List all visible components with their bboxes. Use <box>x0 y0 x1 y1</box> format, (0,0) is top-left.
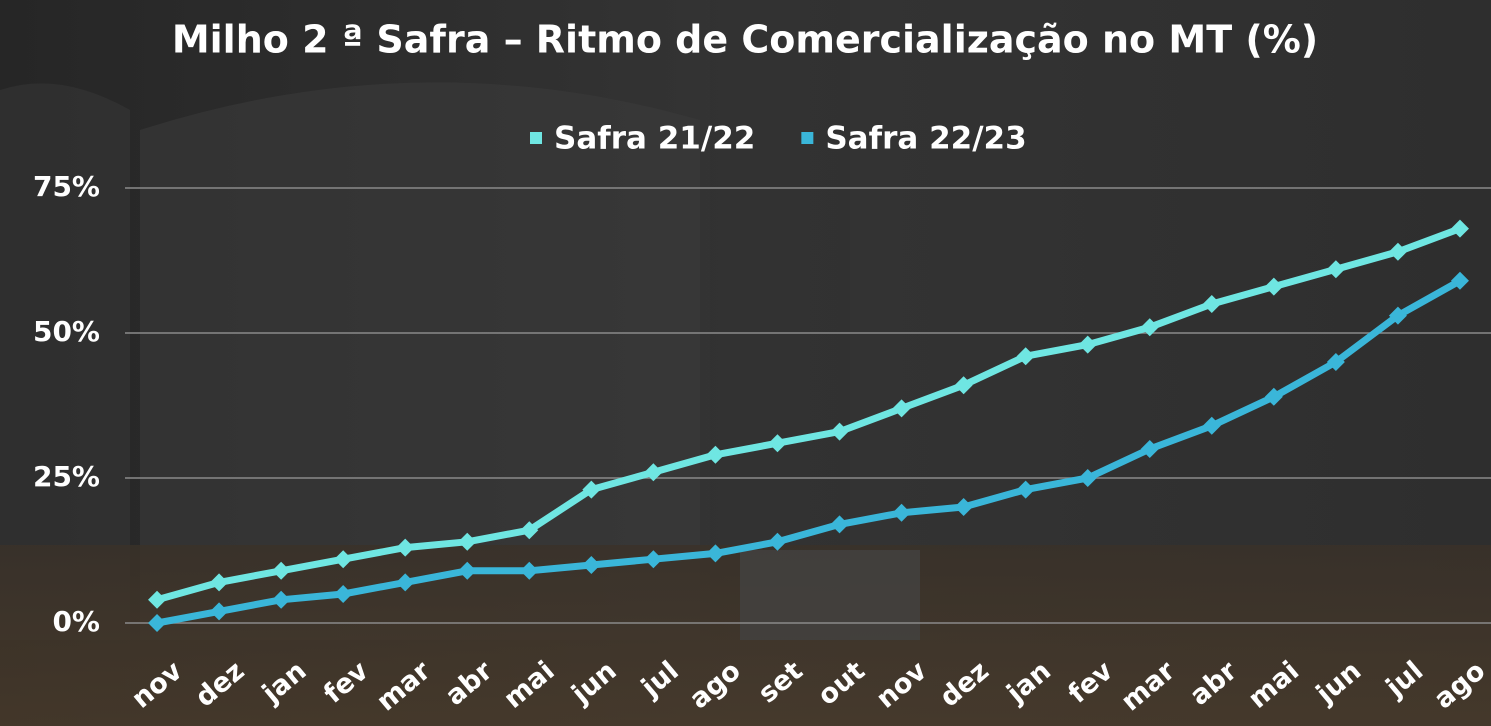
legend-swatch <box>801 132 814 144</box>
chart-title: Milho 2 ª Safra – Ritmo de Comercializaç… <box>172 18 1318 62</box>
point-marker <box>1016 480 1035 499</box>
point-marker <box>148 614 167 632</box>
point-marker <box>334 550 353 569</box>
point-marker <box>768 434 787 453</box>
point-marker <box>1388 306 1407 325</box>
point-marker <box>706 445 725 464</box>
point-marker <box>1078 335 1097 354</box>
point-marker <box>148 590 167 609</box>
point-marker <box>1326 353 1345 371</box>
point-marker <box>1140 440 1159 458</box>
point-marker <box>644 463 663 482</box>
point-marker <box>210 602 229 621</box>
point-marker <box>582 556 601 574</box>
point-marker <box>210 573 229 592</box>
point-marker <box>396 573 415 592</box>
point-marker <box>830 515 849 534</box>
y-tick-label: 75% <box>33 170 100 203</box>
point-marker <box>582 480 601 499</box>
point-marker <box>892 503 911 522</box>
point-marker <box>520 521 539 540</box>
y-tick-label: 0% <box>52 605 100 638</box>
point-marker <box>272 561 291 580</box>
series-line <box>156 277 1462 627</box>
point-marker <box>768 532 787 551</box>
point-marker <box>396 538 415 557</box>
legend: Safra 21/22 Safra 22/23 <box>530 121 1027 157</box>
point-marker <box>1202 295 1221 313</box>
point-marker <box>1264 387 1283 406</box>
y-tick-label: 25% <box>33 460 100 493</box>
point-marker <box>334 585 353 603</box>
point-marker <box>1202 416 1221 435</box>
point-marker <box>272 590 291 609</box>
point-marker <box>1078 469 1097 487</box>
legend-swatch <box>530 132 542 144</box>
point-marker <box>830 422 849 441</box>
y-tick-label: 50% <box>33 315 100 348</box>
point-marker <box>706 544 725 563</box>
point-marker <box>892 399 911 418</box>
point-marker <box>520 561 539 580</box>
legend-label: Safra 21/22 <box>554 121 755 157</box>
point-marker <box>954 498 973 516</box>
point-marker <box>1450 271 1469 290</box>
point-marker <box>1264 277 1283 296</box>
point-marker <box>458 532 477 551</box>
point-marker <box>1140 318 1159 337</box>
point-marker <box>1450 219 1469 238</box>
point-marker <box>1326 260 1345 279</box>
legend-label: Safra 22/23 <box>825 121 1026 157</box>
point-marker <box>458 561 477 580</box>
point-marker <box>1016 347 1035 366</box>
point-marker <box>1388 242 1407 261</box>
point-marker <box>954 376 973 395</box>
series-line <box>156 225 1462 604</box>
point-marker <box>644 550 663 569</box>
